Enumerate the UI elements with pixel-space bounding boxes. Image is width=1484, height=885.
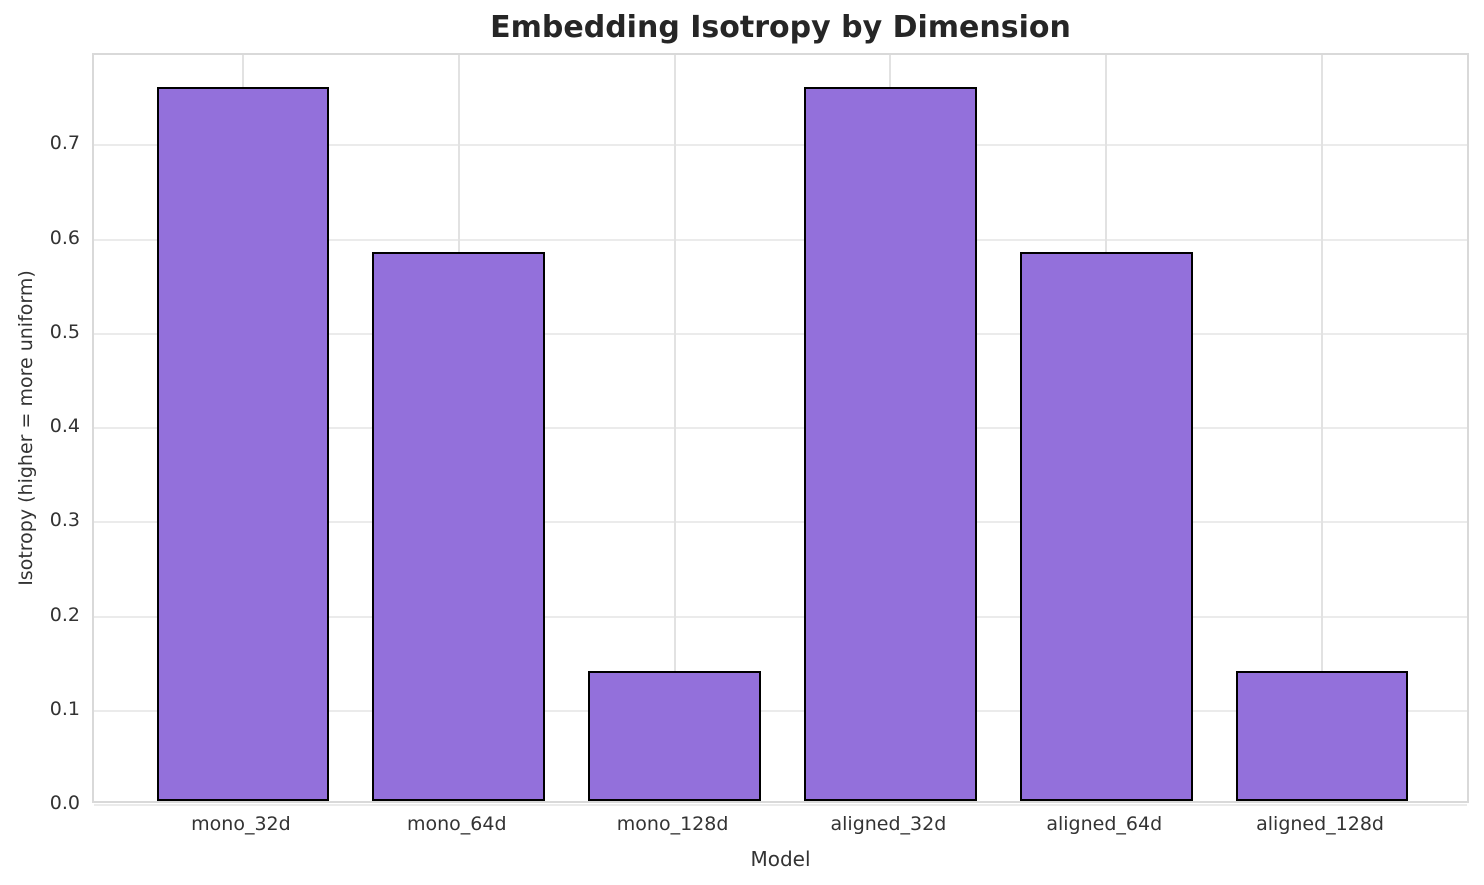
y-tick-label: 0.7 (49, 132, 80, 155)
x-tick-label: mono_128d (616, 813, 729, 835)
y-tick-label: 0.3 (49, 509, 80, 532)
y-tick-label: 0.4 (49, 415, 80, 438)
y-tick-label: 0.0 (49, 792, 80, 814)
bar-mono_128d (588, 670, 761, 801)
v-gridline (673, 55, 676, 801)
x-tick-label: aligned_128d (1256, 813, 1385, 835)
y-tick-label: 0.6 (49, 226, 80, 249)
bar-aligned_64d (1019, 251, 1193, 801)
x-tick-label: aligned_64d (1046, 813, 1163, 835)
plot-area (92, 53, 1469, 806)
bar-aligned_128d (1235, 670, 1409, 801)
h-gridline (94, 709, 1467, 712)
x-tick-label: aligned_32d (830, 813, 947, 835)
x-tick-label: mono_32d (191, 813, 291, 835)
y-tick-label: 0.1 (49, 697, 80, 720)
h-gridline (94, 332, 1467, 335)
h-gridline (94, 521, 1467, 524)
bar-aligned_32d (804, 86, 977, 801)
y-tick-label: 0.5 (49, 320, 80, 343)
h-gridline (94, 144, 1467, 147)
y-tick-label: 0.2 (49, 603, 80, 626)
h-gridline (94, 804, 1467, 806)
x-tick-label: mono_64d (406, 813, 507, 835)
x-axis-label: Model (750, 847, 811, 871)
h-gridline (94, 427, 1467, 430)
chart-title: Embedding Isotropy by Dimension (490, 10, 1071, 45)
bar-mono_64d (372, 251, 546, 801)
h-gridline (94, 238, 1467, 241)
h-gridline (94, 615, 1467, 618)
bar-mono_32d (156, 86, 330, 801)
v-gridline (1321, 55, 1324, 801)
